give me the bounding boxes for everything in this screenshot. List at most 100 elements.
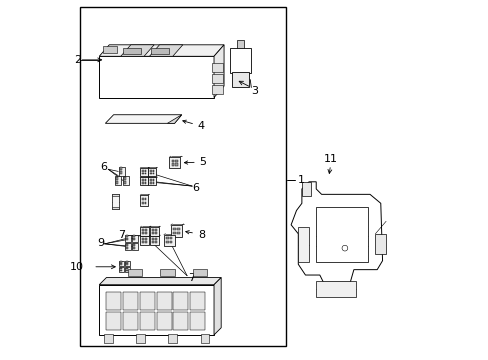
Bar <box>173 292 188 310</box>
Bar <box>115 176 121 185</box>
Polygon shape <box>167 115 182 123</box>
Bar <box>106 292 121 310</box>
Bar <box>126 261 128 263</box>
Bar <box>166 237 168 239</box>
Bar <box>166 241 168 243</box>
Bar <box>145 238 147 240</box>
Text: 9: 9 <box>97 238 104 248</box>
Bar <box>169 157 180 168</box>
Bar <box>149 179 151 181</box>
Bar <box>124 243 131 250</box>
Bar <box>112 194 119 196</box>
Bar <box>145 229 147 231</box>
Bar <box>236 40 244 48</box>
Bar <box>120 261 122 263</box>
Bar <box>140 195 148 206</box>
Bar <box>104 334 112 343</box>
Polygon shape <box>121 45 154 56</box>
Bar <box>152 182 154 184</box>
Bar <box>133 244 135 246</box>
Bar <box>152 172 154 174</box>
Bar <box>102 46 117 53</box>
Bar <box>190 292 204 310</box>
Bar <box>177 231 179 234</box>
Text: 1: 1 <box>297 175 304 185</box>
Bar <box>173 231 175 234</box>
Bar <box>106 312 121 329</box>
Bar <box>140 227 149 236</box>
Bar <box>151 48 169 54</box>
Bar <box>212 74 223 83</box>
Bar <box>230 48 250 73</box>
Bar <box>148 177 156 185</box>
Text: 4: 4 <box>183 120 204 131</box>
Bar <box>128 269 142 276</box>
Bar <box>152 179 154 181</box>
Bar <box>119 261 124 266</box>
Bar <box>133 247 135 249</box>
Text: 3: 3 <box>251 86 258 96</box>
Bar <box>120 267 122 269</box>
Bar <box>171 163 174 166</box>
Bar <box>142 172 143 174</box>
Circle shape <box>341 245 347 251</box>
Bar <box>144 182 146 184</box>
Bar <box>175 160 177 162</box>
Bar <box>144 179 146 181</box>
Bar <box>156 312 171 329</box>
Bar <box>123 292 138 310</box>
Bar <box>232 72 248 87</box>
Bar <box>116 181 118 184</box>
Bar <box>125 267 130 272</box>
Bar <box>142 241 144 243</box>
Bar <box>125 261 130 266</box>
Bar <box>142 232 144 234</box>
Text: 10: 10 <box>70 262 83 272</box>
Bar <box>123 181 126 184</box>
Bar <box>133 235 135 237</box>
Bar <box>140 168 148 176</box>
Bar <box>112 194 119 209</box>
Bar <box>144 170 146 172</box>
Text: 7: 7 <box>187 273 195 283</box>
Bar <box>132 243 138 250</box>
Bar <box>151 238 153 240</box>
Polygon shape <box>99 278 221 285</box>
Bar <box>171 160 174 162</box>
Bar <box>316 207 367 262</box>
Bar <box>170 241 172 243</box>
Bar <box>120 167 122 171</box>
Bar <box>142 229 144 231</box>
Bar <box>142 202 143 204</box>
Bar <box>120 263 122 265</box>
Bar <box>125 235 128 237</box>
Bar <box>133 238 135 240</box>
Bar <box>148 168 156 176</box>
Bar <box>126 270 128 271</box>
Bar <box>192 269 206 276</box>
Bar <box>142 170 143 172</box>
Bar <box>152 170 154 172</box>
Bar <box>140 292 155 310</box>
Text: 2: 2 <box>74 55 81 65</box>
Text: 7: 7 <box>118 230 125 239</box>
Bar <box>132 234 138 242</box>
Bar <box>99 285 214 335</box>
Polygon shape <box>149 45 183 56</box>
Bar <box>149 182 151 184</box>
Bar <box>154 238 157 240</box>
Bar <box>144 198 146 200</box>
Bar <box>173 228 175 230</box>
Bar <box>119 267 124 272</box>
Bar <box>140 236 149 245</box>
Bar <box>136 334 144 343</box>
Bar <box>125 244 128 246</box>
Bar <box>212 63 223 72</box>
Bar <box>151 241 153 243</box>
Bar <box>149 172 151 174</box>
Bar <box>126 263 128 265</box>
Bar <box>99 56 214 98</box>
Bar <box>160 269 174 276</box>
Bar <box>151 232 153 234</box>
Bar <box>116 177 118 180</box>
